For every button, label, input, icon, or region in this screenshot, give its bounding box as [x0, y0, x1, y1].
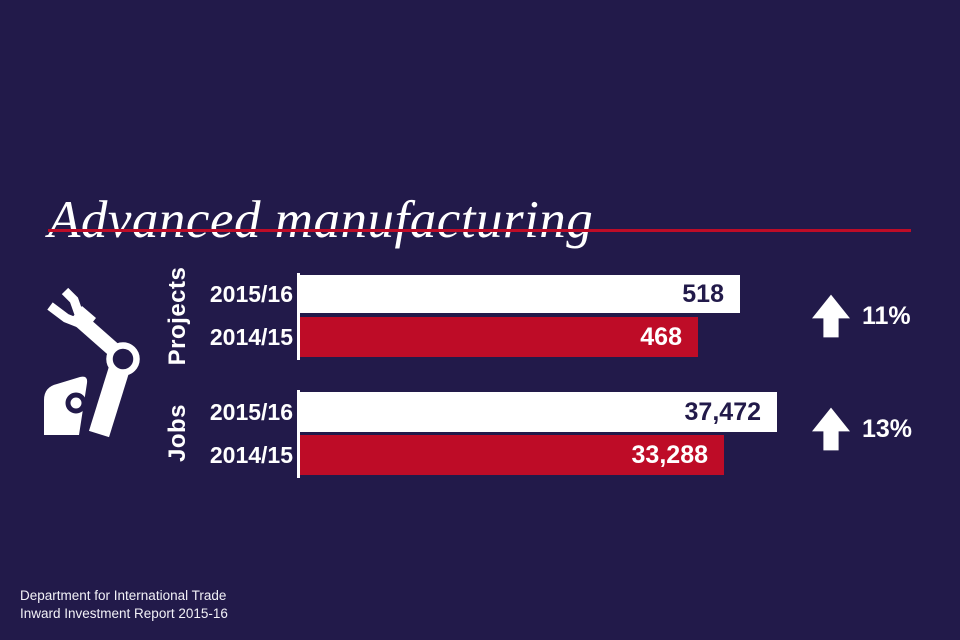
- title-underline: [48, 229, 911, 232]
- bar-value-projects-2015-16: 518: [682, 279, 724, 308]
- page-title: Advanced manufacturing: [48, 190, 594, 249]
- year-label-jobs-2015-16: 2015/16: [209, 399, 293, 425]
- up-arrow-icon-projects: [812, 294, 850, 338]
- bar-value-jobs-2015-16: 37,472: [684, 397, 761, 426]
- up-arrow-icon-jobs: [812, 407, 850, 451]
- bar-jobs-2014-15: 33,288: [300, 435, 724, 475]
- year-label-jobs-2014-15: 2014/15: [209, 442, 293, 468]
- percent-change-jobs: 13%: [862, 415, 913, 443]
- bar-value-projects-2014-15: 468: [640, 322, 682, 351]
- bar-projects-2014-15: 468: [300, 317, 698, 357]
- percent-change-projects: 11%: [862, 302, 911, 330]
- footer-line-1: Department for International Trade: [20, 588, 227, 603]
- bar-jobs-2015-16: 37,472: [300, 392, 777, 432]
- footer-attribution: Department for International Trade Inwar…: [20, 587, 228, 623]
- group-label-jobs: Jobs: [164, 404, 191, 463]
- bar-projects-2015-16: 518: [300, 275, 740, 313]
- year-label-projects-2015-16: 2015/16: [209, 281, 293, 307]
- robot-arm-icon: [44, 287, 140, 438]
- bar-value-jobs-2014-15: 33,288: [631, 440, 708, 469]
- footer-line-2: Inward Investment Report 2015-16: [20, 606, 228, 621]
- axis-line-jobs: [297, 390, 300, 478]
- axis-line-projects: [297, 273, 300, 360]
- year-label-projects-2014-15: 2014/15: [209, 324, 293, 350]
- group-label-projects: Projects: [164, 266, 191, 366]
